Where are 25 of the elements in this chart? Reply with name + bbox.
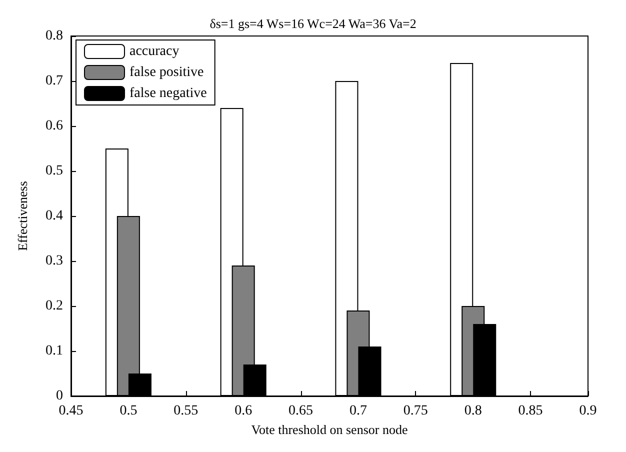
- y-tick-label: 0.4: [46, 208, 63, 224]
- y-tick-label: 0.1: [46, 344, 63, 358]
- x-tick-label: 0.65: [288, 404, 314, 418]
- legend-label: false negative: [130, 86, 207, 101]
- legend-label: accuracy: [130, 44, 180, 59]
- x-tick-label: 0.5: [120, 404, 138, 418]
- y-tick-label: 0.3: [46, 254, 63, 268]
- legend-label: false positive: [130, 65, 204, 80]
- x-axis-title: Vote threshold on sensor node: [251, 422, 408, 437]
- chart-title: δs=1 gs=4 Ws=16 Wc=24 Wa=36 Va=2: [210, 16, 416, 31]
- y-tick-label: 0.7: [46, 74, 63, 88]
- x-tick-label: 0.7: [349, 404, 367, 418]
- x-tick-label: 0.55: [174, 404, 198, 418]
- x-tick-label: 0.6: [234, 404, 252, 418]
- x-tick-label: 0.75: [403, 404, 428, 418]
- y-tick-label: 0.8: [46, 28, 63, 44]
- y-axis-title: Effectiveness: [15, 181, 30, 251]
- y-tick-label: 0: [56, 388, 63, 404]
- x-tick-label: 0.45: [58, 404, 84, 418]
- y-tick-label: 0.5: [46, 164, 63, 178]
- x-tick-label: 0.85: [518, 404, 543, 418]
- y-tick-label: 0.2: [46, 298, 63, 314]
- y-tick-label: 0.6: [46, 118, 63, 134]
- x-tick-label: 0.9: [579, 404, 597, 418]
- x-tick-label: 0.8: [464, 404, 482, 418]
